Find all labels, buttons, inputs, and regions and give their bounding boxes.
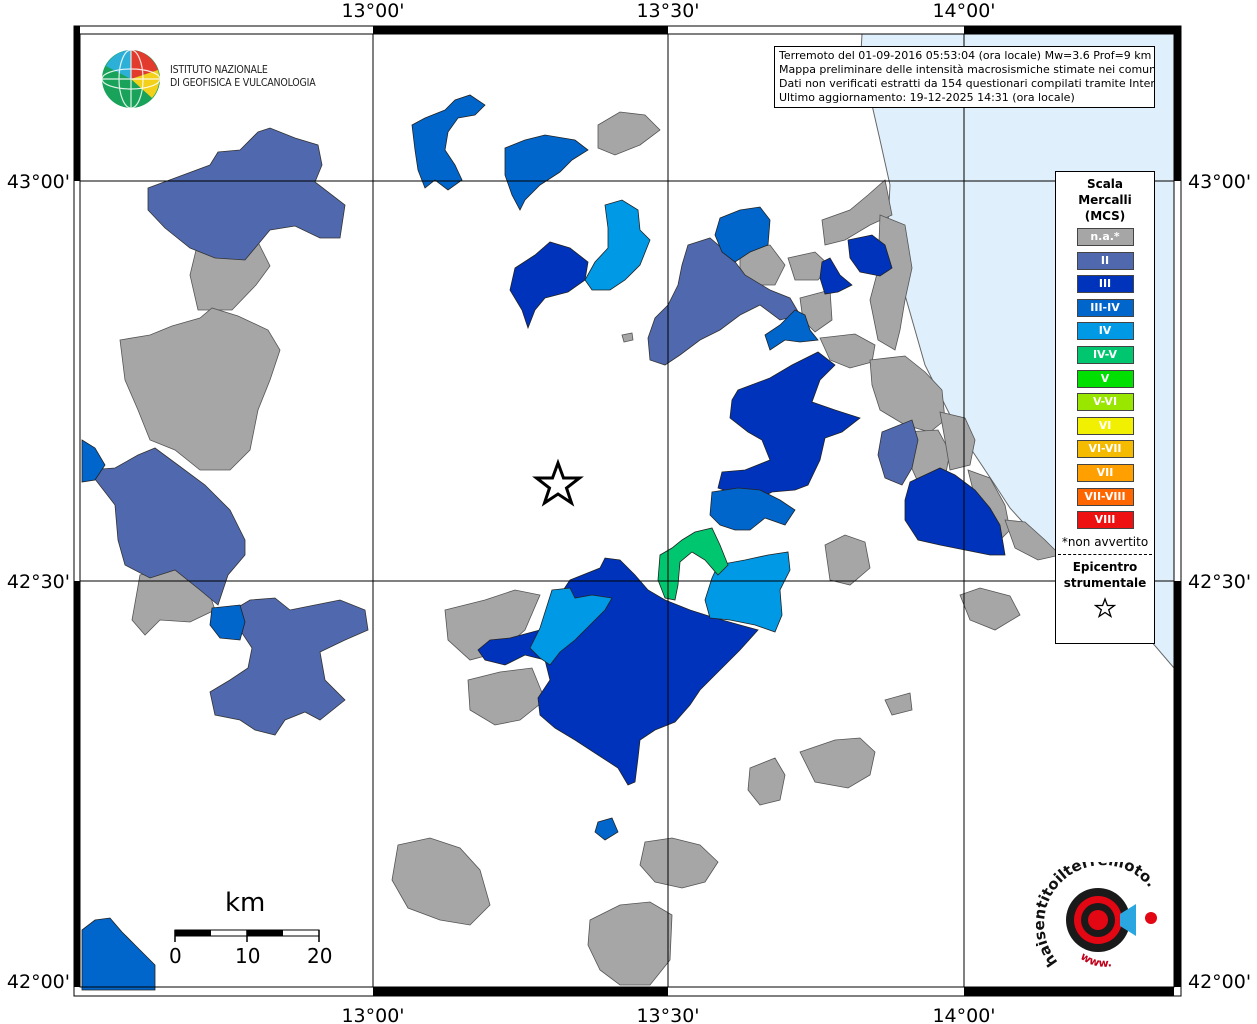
legend-item-v: V	[1076, 369, 1134, 388]
legend-item-iv: IV	[1076, 322, 1134, 341]
axis-top-3: 14°00'	[932, 0, 995, 22]
epicentre-star	[532, 458, 584, 507]
legend-title-3: (MCS)	[1084, 209, 1126, 223]
scale-label-20: 20	[307, 944, 333, 968]
legend-item-viii: VIII	[1076, 511, 1134, 530]
event-info-line-1: Terremoto del 01-09-2016 05:53:04 (ora l…	[779, 49, 1152, 62]
scale-title: km	[225, 888, 266, 918]
ingv-logo: ISTITUTO NAZIONALE DI GEOFISICA E VULCAN…	[100, 48, 320, 110]
axis-right-2: 42°30'	[1188, 571, 1251, 593]
municipalities-ii	[87, 127, 919, 736]
legend-epicentre-2: strumentale	[1063, 575, 1147, 590]
municipalities-iii	[477, 234, 1006, 786]
star-icon	[1093, 596, 1117, 618]
axis-bottom-2: 13°30'	[636, 1005, 699, 1024]
axis-top-1: 13°00'	[341, 0, 404, 22]
legend-epicentre-1: Epicentro	[1072, 559, 1138, 574]
legend-item-v-vi: V-VI	[1076, 393, 1134, 412]
legend-item-vi: VI	[1076, 416, 1134, 435]
legend-item-iii-iv: III-IV	[1076, 298, 1134, 317]
hsit-logo: haisentitoilterremoto.it www.	[1030, 848, 1164, 980]
municipalities-iv-v	[657, 527, 729, 601]
event-info-line-3: Dati non verificati estratti da 154 ques…	[779, 77, 1155, 90]
hsit-www: www.	[1078, 950, 1112, 970]
axis-right-1: 43°00'	[1188, 171, 1251, 193]
graticule	[80, 34, 1174, 987]
scale-bar	[174, 929, 320, 942]
svg-text:www.: www.	[1078, 950, 1112, 970]
event-info-line-4: Ultimo aggiornamento: 19-12-2025 14:31 (…	[779, 91, 1075, 104]
map-frame	[73, 25, 1182, 997]
axis-bottom-1: 13°00'	[341, 1005, 404, 1024]
legend-note: *non avvertito	[1061, 534, 1149, 549]
scale-label-10: 10	[235, 944, 261, 968]
axis-top-2: 13°30'	[636, 0, 699, 22]
event-info-box: Terremoto del 01-09-2016 05:53:04 (ora l…	[774, 46, 1155, 108]
axis-bottom-3: 14°00'	[932, 1005, 995, 1024]
mcs-legend: Scala Mercalli (MCS) n.a.* II III III-IV IV I…	[1055, 171, 1155, 644]
municipalities-iv	[529, 199, 791, 666]
ingv-line-1: ISTITUTO NAZIONALE	[170, 64, 268, 76]
legend-item-iii: III	[1076, 275, 1134, 294]
legend-item-n-a: n.a.*	[1076, 228, 1134, 246]
legend-item-vii: VII	[1076, 463, 1134, 482]
target-icon	[1066, 888, 1157, 952]
scale-label-0: 0	[169, 944, 182, 968]
legend-title-2: Mercalli	[1078, 193, 1132, 207]
municipalities-iii-iv	[81, 94, 819, 991]
legend-item-vi-vii: VI-VII	[1076, 440, 1134, 459]
legend-title-1: Scala	[1086, 177, 1124, 191]
axis-right-3: 42°00'	[1188, 971, 1251, 993]
axis-left-2: 42°30'	[7, 571, 70, 593]
axis-left-3: 42°00'	[7, 971, 70, 993]
globe-icon	[101, 49, 161, 109]
legend-items: n.a.* II III III-IV IV IV-V V V-VI VI VI-VII VII VI…	[1056, 228, 1154, 530]
legend-item-iv-v: IV-V	[1076, 345, 1134, 364]
ingv-line-2: DI GEOFISICA E VULCANOLOGIA	[170, 77, 316, 89]
legend-item-ii: II	[1076, 251, 1134, 270]
legend-item-vii-viii: VII-VIII	[1076, 487, 1134, 506]
event-info-line-2: Mappa preliminare delle intensità macros…	[779, 63, 1155, 76]
axis-left-1: 43°00'	[7, 171, 70, 193]
